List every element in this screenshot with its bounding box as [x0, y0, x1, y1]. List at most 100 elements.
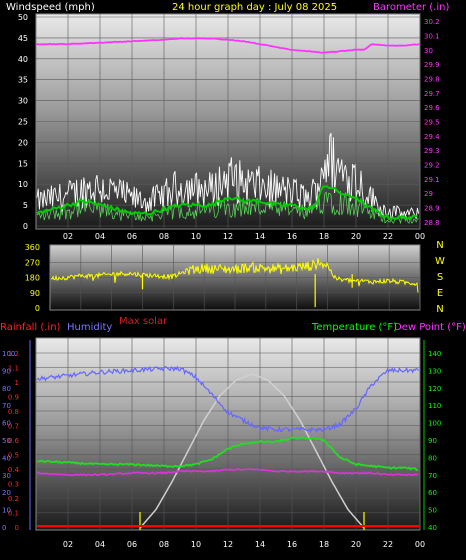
- temperature-tick-label: 70: [428, 472, 437, 480]
- temperature-axis-title: Temperature (°F): [311, 322, 397, 333]
- temperature-tick-label: 60: [428, 489, 437, 497]
- x-tick-label: 00: [415, 540, 425, 549]
- direction-series: [50, 258, 419, 308]
- windspeed-tick-label: 5: [23, 201, 28, 210]
- rainfall-tick-label: 0.8: [8, 408, 19, 416]
- chart-title: 24 hour graph day : July 08 2025: [172, 2, 337, 13]
- compass-label: W: [435, 256, 445, 267]
- humidity-line: [36, 365, 420, 434]
- x-tick-label: 08: [159, 232, 169, 241]
- barometer-tick-labels: 28.8 28.9 29 29.1 29.2 29.3 29.4 29.5 29.6 29.7 29…: [424, 18, 440, 227]
- humidity-tick-label: 30: [2, 472, 11, 480]
- humidity-tick-label: 90: [2, 367, 11, 375]
- humidity-tick-label: 40: [2, 454, 11, 462]
- x-tick-label: 20: [351, 232, 361, 241]
- compass-label: N: [436, 240, 443, 251]
- windspeed-tick-label: 0: [23, 222, 28, 231]
- humidity-tick-label: 80: [2, 385, 11, 393]
- windspeed-tick-label: 20: [18, 138, 28, 147]
- rainfall-tick-label: 1.2: [8, 350, 19, 358]
- rainfall-tick-label: 1.1: [8, 365, 19, 373]
- windspeed-tick-label: 15: [18, 159, 28, 168]
- rainfall-tick-label: 0.7: [8, 423, 19, 431]
- barometer-tick-label: 29.2: [424, 162, 440, 170]
- wind-series: [35, 37, 421, 225]
- x-tick-label: 22: [383, 232, 393, 241]
- bottom-series: [36, 365, 420, 530]
- x-tick-label: 18: [319, 540, 329, 549]
- windspeed-tick-label: 35: [18, 76, 28, 85]
- humidity-tick-label: 50: [2, 437, 11, 445]
- x-tick-label: 12: [223, 540, 233, 549]
- temperature-tick-label: 100: [428, 420, 441, 428]
- x-tick-label: 04: [95, 232, 105, 241]
- temperature-tick-label: 110: [428, 402, 441, 410]
- wind-gridlines: [36, 14, 421, 229]
- temperature-tick-labels: 40 50 60 70 80 90 100 110 120 130 140: [428, 350, 441, 532]
- rainfall-tick-label: 0.2: [8, 495, 19, 503]
- rainfall-tick-label: 0.1: [8, 510, 19, 518]
- barometer-tick-label: 28.8: [424, 219, 440, 227]
- temperature-tick-label: 80: [428, 454, 437, 462]
- compass-label: E: [437, 288, 443, 299]
- x-tick-label: 16: [287, 232, 297, 241]
- barometer-tick-label: 30.1: [424, 33, 440, 41]
- humidity-tick-label: 60: [2, 420, 11, 428]
- direction-tick-label: 270: [25, 258, 40, 267]
- x-tick-label: 10: [191, 232, 201, 241]
- x-tick-label: 10: [191, 540, 201, 549]
- temperature-tick-label: 40: [428, 524, 437, 532]
- rainfall-tick-label: 0: [15, 524, 19, 532]
- barometer-line: [35, 37, 421, 54]
- barometer-tick-label: 29.1: [424, 176, 440, 184]
- x-tick-label: 02: [63, 232, 73, 241]
- wind-average-line: [36, 185, 418, 221]
- bottom-gridlines: [36, 338, 421, 530]
- humidity-tick-label: 20: [2, 489, 11, 497]
- windspeed-tick-labels: 0 5 10 15 20 25 30 35 40 45 50: [18, 13, 28, 231]
- temperature-tick-label: 50: [428, 507, 437, 515]
- windspeed-tick-label: 30: [18, 97, 28, 106]
- wind-x-tick-labels: 02 04 06 08 10 12 14 16 18 20 22 00: [63, 232, 425, 241]
- barometer-tick-label: 29.9: [424, 61, 440, 69]
- barometer-tick-label: 30: [424, 47, 433, 55]
- windspeed-tick-label: 45: [18, 34, 28, 43]
- bottom-x-tick-labels: 02 04 06 08 10 12 14 16 18 20 22 00: [63, 540, 425, 549]
- x-tick-label: 22: [383, 540, 393, 549]
- humidity-tick-labels: 0 10 20 30 40 50 60 70 80 90 100: [2, 350, 15, 532]
- x-tick-label: 04: [95, 540, 105, 549]
- rainfall-tick-label: 0.9: [8, 394, 19, 402]
- rainfall-tick-label: 0.3: [8, 481, 19, 489]
- rainfall-tick-labels: 0 0.1 0.2 0.3 0.4 0.5 0.6 0.7 0.8 0.9 1 1.1 1.2: [8, 350, 20, 532]
- direction-gridlines: [50, 245, 421, 310]
- temperature-tick-label: 130: [428, 367, 441, 375]
- wind-speed-line: [36, 190, 419, 225]
- barometer-tick-label: 29.4: [424, 133, 440, 141]
- windspeed-axis-title: Windspeed (mph): [6, 2, 95, 13]
- x-tick-label: 14: [255, 232, 265, 241]
- humidity-tick-label: 100: [2, 350, 15, 358]
- compass-label: N: [436, 304, 443, 315]
- rainfall-axis-title: Rainfall (.in): [0, 322, 61, 333]
- barometer-tick-label: 29.8: [424, 76, 440, 84]
- rainfall-tick-label: 0.4: [8, 466, 20, 474]
- x-tick-label: 02: [63, 540, 73, 549]
- temperature-line: [36, 436, 419, 471]
- temperature-tick-label: 140: [428, 350, 441, 358]
- direction-tick-label: 90: [30, 289, 40, 298]
- barometer-tick-label: 29: [424, 190, 433, 198]
- max-solar-label: Max solar: [119, 316, 168, 327]
- dewpoint-line: [36, 468, 419, 477]
- x-tick-label: 16: [287, 540, 297, 549]
- wind-direction-line: [50, 258, 419, 293]
- barometer-tick-label: 29.7: [424, 90, 440, 98]
- compass-label: S: [437, 272, 443, 283]
- x-tick-label: 20: [351, 540, 361, 549]
- direction-tick-labels: 0 90 180 270 360: [25, 243, 40, 313]
- barometer-tick-label: 29.5: [424, 119, 440, 127]
- barometer-tick-label: 29.3: [424, 147, 440, 155]
- direction-tick-label: 360: [25, 243, 40, 252]
